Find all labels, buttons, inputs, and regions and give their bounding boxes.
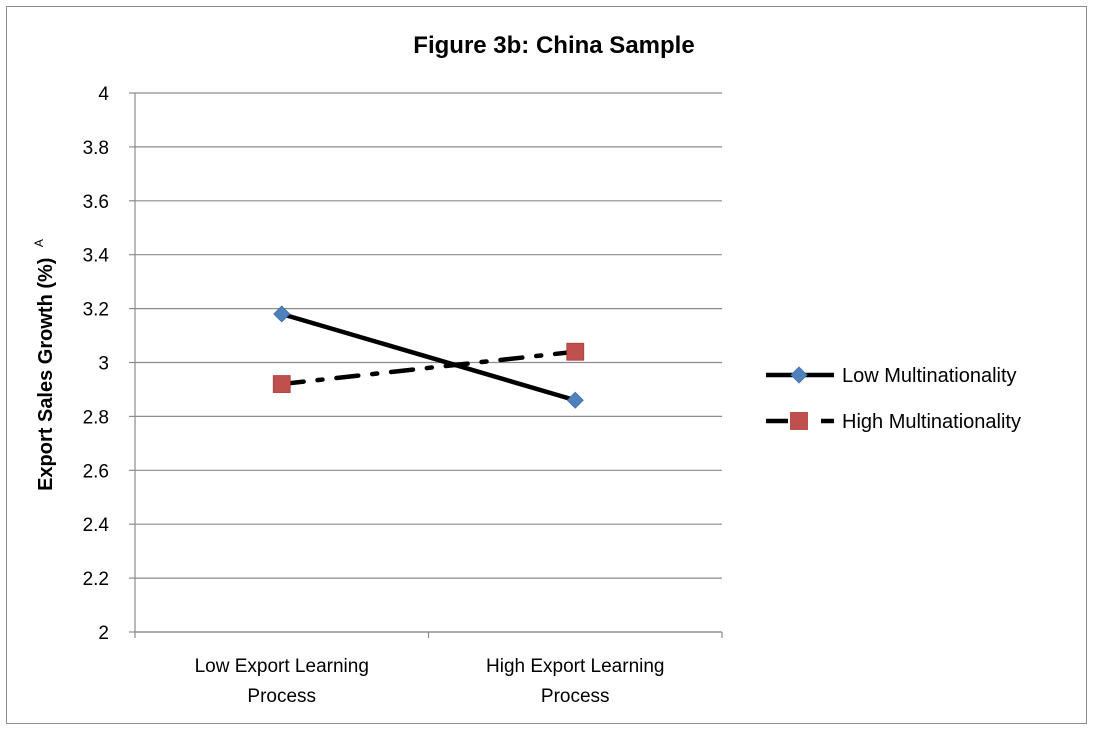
series-low-multinationality [273, 305, 584, 409]
gridlines [135, 92, 722, 633]
series-line [279, 349, 578, 387]
data-point-square [272, 375, 291, 393]
x-tick-label: Process [541, 686, 610, 707]
y-axis-label: Export Sales Growth (%) A [32, 239, 57, 491]
y-tick-label: 4 [98, 84, 109, 105]
data-point-diamond [566, 391, 584, 409]
y-tick-label: 3.6 [83, 192, 109, 213]
legend-marker-square [790, 412, 808, 430]
chart-frame [6, 6, 1087, 724]
y-tick-label: 3 [98, 354, 109, 375]
y-tick-label: 2 [98, 623, 109, 644]
y-tick-label: 3.8 [83, 138, 109, 159]
axes [129, 92, 723, 638]
series-line [279, 311, 578, 403]
legend-item: Low Multinationality [766, 365, 1017, 387]
y-tick-labels: 2 2.2 2.4 2.6 2.8 3 3.2 3.4 3.6 3.8 4 [83, 84, 110, 644]
legend-label: High Multinationality [842, 411, 1021, 433]
legend: Low Multinationality High Multinationalit… [766, 365, 1021, 433]
x-tick-label: Process [247, 686, 316, 707]
series [272, 305, 585, 409]
y-tick-label: 2.2 [83, 569, 109, 590]
series-high-multinationality [272, 342, 585, 393]
data-point-diamond [273, 305, 291, 323]
legend-label: Low Multinationality [842, 365, 1017, 387]
x-tick-label: Low Export Learning [195, 656, 369, 677]
legend-marker-diamond [790, 366, 808, 384]
legend-item: High Multinationality [766, 411, 1021, 433]
data-point-square [566, 342, 585, 361]
x-tick-labels: Low Export Learning Process High Export Le… [195, 656, 665, 707]
y-tick-label: 2.4 [83, 515, 110, 536]
y-tick-label: 3.4 [83, 246, 110, 267]
chart-title: Figure 3b: China Sample [413, 32, 694, 59]
y-tick-label: 2.6 [83, 461, 109, 482]
y-tick-label: 3.2 [83, 300, 109, 321]
y-axis-label-text: Export Sales Growth (%) [35, 258, 57, 491]
x-tick-label: High Export Learning [486, 656, 665, 677]
y-tick-label: 2.8 [83, 407, 109, 428]
y-axis-label-superscript: A [32, 239, 46, 247]
svg-text:Export Sales Growth (%): Export Sales Growth (%) A [32, 239, 57, 491]
